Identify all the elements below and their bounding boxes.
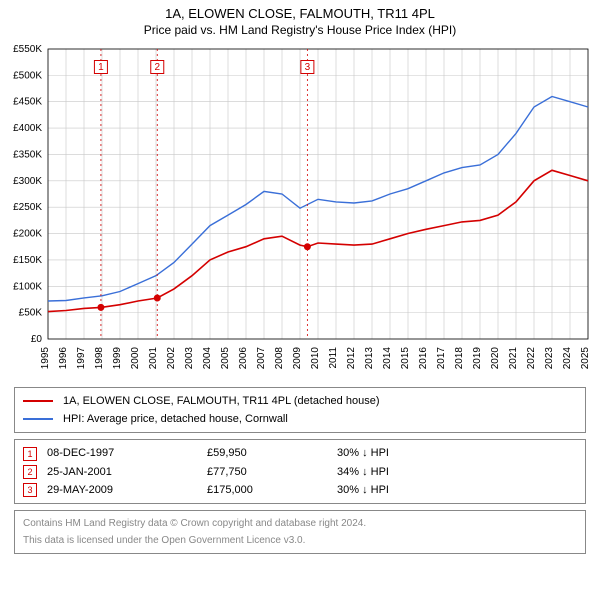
- x-tick-label: 2013: [364, 346, 375, 369]
- x-tick-label: 1995: [40, 346, 51, 369]
- y-tick-label: £300K: [13, 176, 42, 187]
- x-tick-label: 2004: [202, 346, 213, 369]
- y-tick-label: £400K: [13, 123, 42, 134]
- y-tick-label: £0: [31, 334, 43, 345]
- y-tick-label: £550K: [13, 44, 42, 55]
- x-tick-label: 2012: [346, 346, 357, 369]
- x-tick-label: 2021: [508, 346, 519, 369]
- x-tick-label: 2009: [292, 346, 303, 369]
- x-tick-label: 2010: [310, 346, 321, 369]
- footer-line-1: Contains HM Land Registry data © Crown c…: [23, 515, 577, 532]
- sale-delta-vs-hpi: 30% ↓ HPI: [337, 446, 577, 460]
- sale-marker-icon: 1: [23, 447, 37, 461]
- x-tick-label: 2001: [148, 346, 159, 369]
- legend-swatch: [23, 418, 53, 420]
- legend-row: 1A, ELOWEN CLOSE, FALMOUTH, TR11 4PL (de…: [23, 392, 577, 410]
- y-tick-label: £50K: [19, 308, 43, 319]
- sale-marker-dot: [304, 243, 311, 250]
- data-attribution: Contains HM Land Registry data © Crown c…: [14, 510, 586, 554]
- x-tick-label: 2000: [130, 346, 141, 369]
- x-tick-label: 2005: [220, 346, 231, 369]
- x-tick-label: 2002: [166, 346, 177, 369]
- sale-marker-number: 2: [154, 62, 160, 73]
- x-tick-label: 1998: [94, 346, 105, 369]
- sale-date: 25-JAN-2001: [47, 465, 197, 479]
- y-tick-label: £450K: [13, 97, 42, 108]
- x-tick-label: 1999: [112, 346, 123, 369]
- sale-row: 2 25-JAN-2001 £77,750 34% ↓ HPI: [23, 463, 577, 481]
- legend-swatch: [23, 400, 53, 402]
- price-chart: £0 £50K £100K £150K £200K £250K £300K £350K £400…: [0, 41, 600, 381]
- chart-title: 1A, ELOWEN CLOSE, FALMOUTH, TR11 4PL: [0, 0, 600, 23]
- y-tick-label: £250K: [13, 202, 42, 213]
- sale-date: 08-DEC-1997: [47, 446, 197, 460]
- sale-row: 3 29-MAY-2009 £175,000 30% ↓ HPI: [23, 481, 577, 499]
- x-tick-label: 1996: [58, 346, 69, 369]
- x-tick-label: 2008: [274, 346, 285, 369]
- x-tick-label: 2007: [256, 346, 267, 369]
- x-tick-label: 2014: [382, 346, 393, 369]
- legend: 1A, ELOWEN CLOSE, FALMOUTH, TR11 4PL (de…: [14, 387, 586, 434]
- x-tick-label: 2025: [580, 346, 591, 369]
- sale-marker-number: 1: [98, 62, 104, 73]
- footer-line-2: This data is licensed under the Open Gov…: [23, 532, 577, 549]
- sale-price: £77,750: [207, 465, 327, 479]
- x-tick-label: 2024: [562, 346, 573, 369]
- x-tick-label: 2003: [184, 346, 195, 369]
- legend-row: HPI: Average price, detached house, Corn…: [23, 410, 577, 428]
- x-tick-label: 1997: [76, 346, 87, 369]
- sale-marker-number: 3: [305, 62, 311, 73]
- sale-delta-vs-hpi: 30% ↓ HPI: [337, 483, 577, 497]
- sale-marker-dot: [97, 304, 104, 311]
- y-tick-label: £200K: [13, 228, 42, 239]
- y-tick-label: £100K: [13, 281, 42, 292]
- x-tick-label: 2017: [436, 346, 447, 369]
- sale-date: 29-MAY-2009: [47, 483, 197, 497]
- y-tick-label: £150K: [13, 255, 42, 266]
- x-tick-label: 2022: [526, 346, 537, 369]
- sale-price: £59,950: [207, 446, 327, 460]
- x-tick-label: 2019: [472, 346, 483, 369]
- sale-marker-dot: [154, 294, 161, 301]
- chart-subtitle: Price paid vs. HM Land Registry's House …: [0, 23, 600, 41]
- sale-row: 1 08-DEC-1997 £59,950 30% ↓ HPI: [23, 444, 577, 462]
- x-tick-label: 2006: [238, 346, 249, 369]
- y-tick-label: £500K: [13, 70, 42, 81]
- legend-label: 1A, ELOWEN CLOSE, FALMOUTH, TR11 4PL (de…: [63, 394, 379, 408]
- x-tick-label: 2016: [418, 346, 429, 369]
- y-tick-label: £350K: [13, 149, 42, 160]
- x-tick-label: 2018: [454, 346, 465, 369]
- x-tick-label: 2011: [328, 346, 339, 368]
- sale-marker-icon: 2: [23, 465, 37, 479]
- sales-table: 1 08-DEC-1997 £59,950 30% ↓ HPI 2 25-JAN-2001…: [14, 439, 586, 504]
- sale-delta-vs-hpi: 34% ↓ HPI: [337, 465, 577, 479]
- x-tick-label: 2020: [490, 346, 501, 369]
- sale-price: £175,000: [207, 483, 327, 497]
- x-tick-label: 2015: [400, 346, 411, 369]
- legend-label: HPI: Average price, detached house, Corn…: [63, 412, 288, 426]
- x-tick-label: 2023: [544, 346, 555, 369]
- sale-marker-icon: 3: [23, 483, 37, 497]
